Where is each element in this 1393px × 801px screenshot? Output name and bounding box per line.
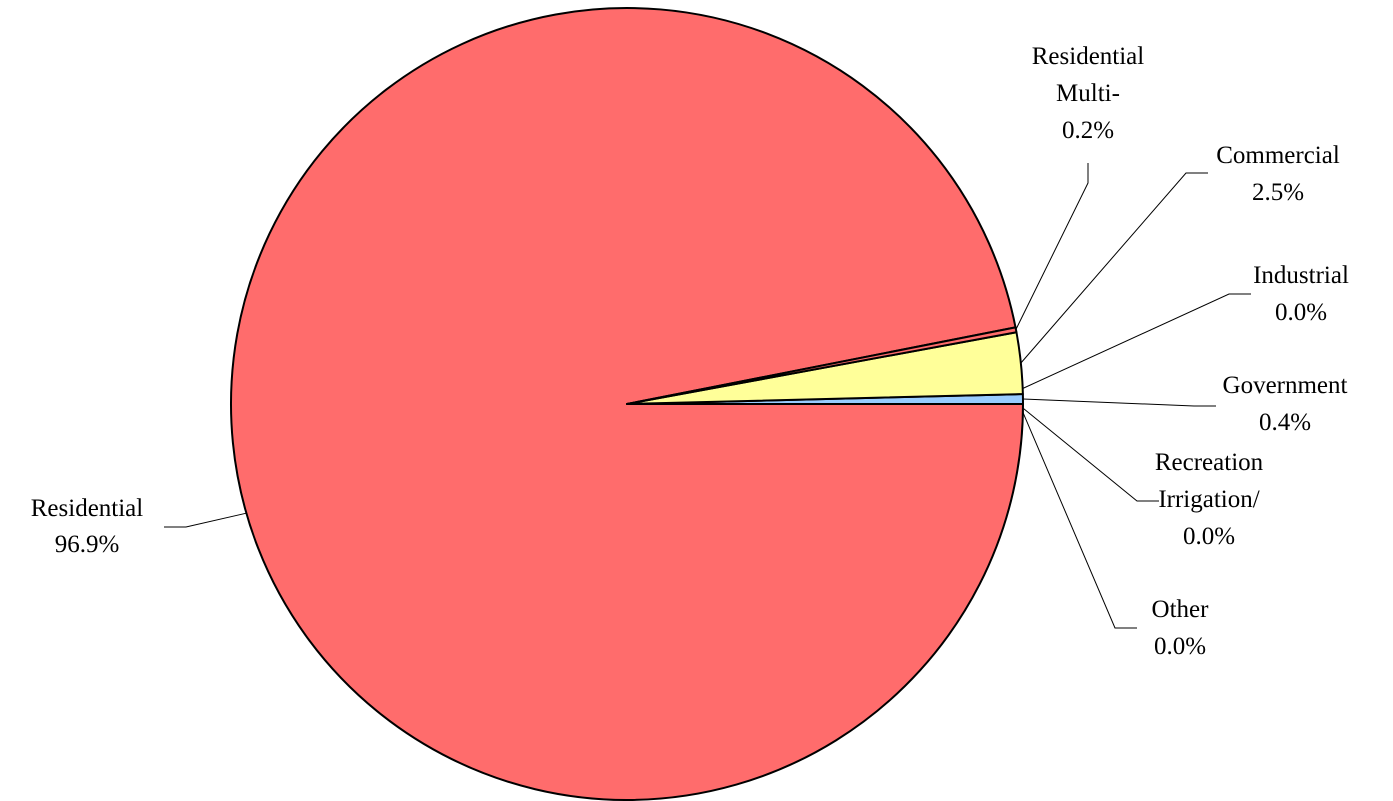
slice-label-recreation-irrigation: Irrigation/ <box>1158 486 1259 513</box>
slice-label-industrial: Industrial <box>1253 262 1349 289</box>
slice-value-recreation-irrigation: 0.0% <box>1183 523 1235 550</box>
slice-label-residential: Residential <box>31 495 144 522</box>
leader-line-government <box>1022 398 1216 407</box>
slice-label-residential-multi: Residential <box>1032 43 1145 70</box>
slice-residential-multi <box>626 326 1018 405</box>
slice-value-government: 0.4% <box>1259 409 1311 436</box>
slice-label-government: Government <box>1223 372 1348 399</box>
pie-slices <box>230 7 1024 801</box>
slice-value-residential: 96.9% <box>55 531 120 558</box>
slice-value-commercial: 2.5% <box>1252 179 1304 206</box>
slice-label-recreation-irrigation: Recreation <box>1155 449 1264 476</box>
slice-label-residential-multi: Multi- <box>1056 80 1120 107</box>
slice-label-other: Other <box>1152 596 1210 623</box>
leader-line-industrial <box>1022 293 1251 389</box>
leader-line-other <box>1022 412 1137 629</box>
slice-value-industrial: 0.0% <box>1275 299 1327 326</box>
slice-labels: Residential 96.9% Residential Multi- 0.2% Com… <box>31 43 1349 660</box>
leader-line-residential <box>164 512 247 528</box>
slice-value-residential-multi: 0.2% <box>1062 117 1114 144</box>
leader-line-commercial <box>1020 172 1208 364</box>
leader-line-recreation-irrigation <box>1022 407 1159 502</box>
slice-label-commercial: Commercial <box>1216 142 1340 169</box>
leader-lines <box>164 163 1251 629</box>
slice-value-other: 0.0% <box>1154 633 1206 660</box>
leader-line-residential-multi <box>1015 163 1089 330</box>
